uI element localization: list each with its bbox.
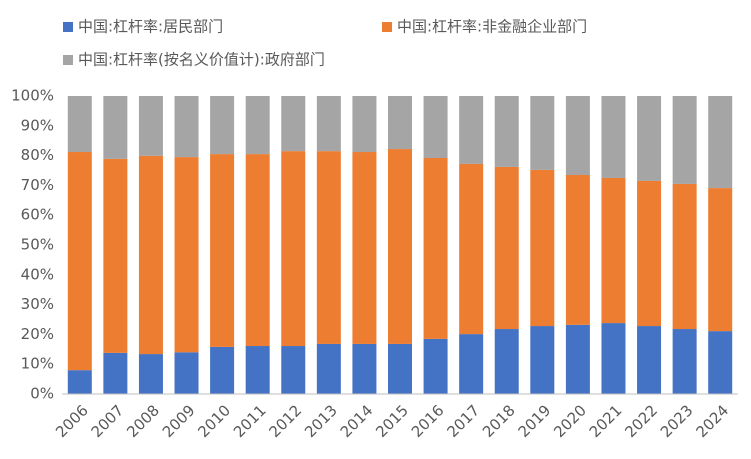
x-tick-label: 2024 <box>692 401 732 441</box>
x-tick-label: 2011 <box>230 401 270 441</box>
bar-segment <box>103 352 128 394</box>
bar-segment <box>708 188 733 332</box>
bar-segment <box>281 151 306 347</box>
bar-segment <box>245 154 270 347</box>
bar-segment <box>601 323 626 394</box>
bar-segment <box>138 155 163 355</box>
bar-segment <box>67 370 92 394</box>
x-tick-label: 2022 <box>621 401 661 441</box>
bar-segment <box>352 152 377 344</box>
bar-segment <box>316 343 341 394</box>
x-tick-label: 2021 <box>586 401 626 441</box>
bar-segment <box>494 96 519 167</box>
bar-segment <box>423 157 448 339</box>
bar-segment <box>494 166 519 330</box>
bar-segment <box>672 183 697 330</box>
bar-segment <box>210 96 235 155</box>
bar-segment <box>565 174 590 325</box>
bar-segment <box>138 96 163 156</box>
x-tick-label: 2012 <box>266 401 306 441</box>
bar-segment <box>637 180 662 327</box>
bar-segment <box>316 96 341 152</box>
bar-segment <box>281 346 306 394</box>
legend-marker <box>382 22 392 32</box>
bar-segment <box>530 169 555 327</box>
bar-segment <box>494 329 519 394</box>
bar-segment <box>388 149 412 344</box>
bar-segment <box>530 326 555 394</box>
x-tick-label: 2007 <box>88 401 128 441</box>
x-tick-label: 2023 <box>657 401 697 441</box>
bar-segment <box>67 152 92 371</box>
y-tick-label: 90% <box>21 116 54 134</box>
bar-segment <box>245 346 270 394</box>
bar-segment <box>103 158 128 353</box>
legend-marker <box>63 22 73 32</box>
x-tick-label: 2017 <box>443 401 483 441</box>
bar-segment <box>601 96 626 178</box>
x-tick-label: 2013 <box>301 401 341 441</box>
y-tick-label: 60% <box>21 206 54 224</box>
bar-segment <box>388 343 412 394</box>
y-tick-label: 40% <box>21 265 54 283</box>
bar-segment <box>174 96 199 158</box>
y-tick-label: 80% <box>21 146 54 164</box>
bar-segment <box>459 163 484 335</box>
bar-segment <box>245 96 270 155</box>
y-tick-label: 0% <box>30 385 54 403</box>
bar-segment <box>281 96 306 152</box>
bar-segment <box>423 96 448 158</box>
x-tick-label: 2015 <box>372 401 412 441</box>
y-tick-label: 50% <box>21 236 54 254</box>
x-tick-label: 2016 <box>408 401 448 441</box>
bar-segment <box>210 346 235 394</box>
bar-segment <box>672 96 697 184</box>
x-tick-label: 2020 <box>550 401 590 441</box>
x-tick-label: 2019 <box>515 401 555 441</box>
y-tick-label: 30% <box>21 295 54 313</box>
bar-segment <box>316 151 341 344</box>
bar-segment <box>423 338 448 394</box>
x-tick-label: 2008 <box>123 401 163 441</box>
legend-marker <box>63 55 73 65</box>
bar-segment <box>637 326 662 394</box>
x-tick-label: 2014 <box>337 401 377 441</box>
bar-segment <box>174 352 199 394</box>
legend-label: 中国:杠杆率(按名义价值计):政府部门 <box>78 51 325 69</box>
bar-segment <box>388 96 412 150</box>
x-tick-label: 2010 <box>194 401 234 441</box>
bar-segment <box>565 96 590 175</box>
bar-segment <box>103 96 128 159</box>
bar-segment <box>138 354 163 394</box>
bar-segment <box>708 331 733 394</box>
bar-segment <box>601 177 626 324</box>
bar-segment <box>352 96 377 153</box>
x-tick-label: 2006 <box>52 401 92 441</box>
y-tick-label: 20% <box>21 325 54 343</box>
legend-label: 中国:杠杆率:非金融企业部门 <box>397 18 587 36</box>
y-tick-label: 10% <box>21 355 54 373</box>
bar-segment <box>637 96 662 181</box>
legend-label: 中国:杠杆率:居民部门 <box>78 18 223 36</box>
bar-segment <box>67 96 92 153</box>
bar-segment <box>565 324 590 394</box>
y-tick-label: 70% <box>21 176 54 194</box>
bar-segment <box>174 157 199 353</box>
x-tick-label: 2018 <box>479 401 519 441</box>
bar-segment <box>708 96 733 189</box>
bar-segment <box>352 343 377 394</box>
y-tick-label: 100% <box>11 87 54 105</box>
bar-segment <box>530 96 555 170</box>
bar-segment <box>210 154 235 347</box>
bar-segment <box>459 96 484 164</box>
bar-segment <box>672 329 697 394</box>
bar-segment <box>459 334 484 394</box>
x-tick-label: 2009 <box>159 401 199 441</box>
